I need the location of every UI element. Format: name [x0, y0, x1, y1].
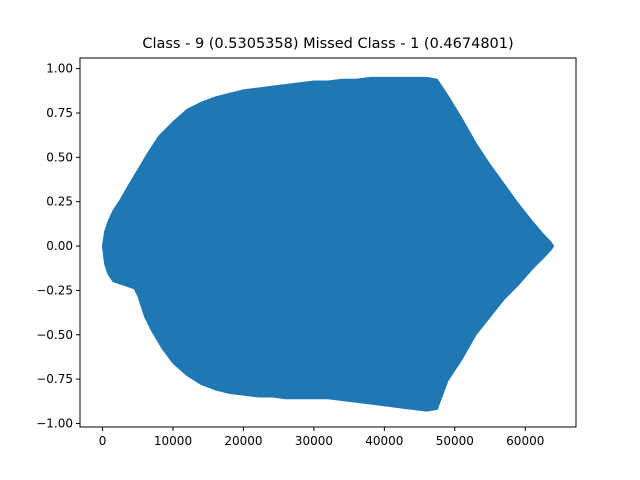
x-tick-label: 50000 — [436, 434, 474, 448]
x-tick-label: 40000 — [365, 434, 403, 448]
y-tick-label: 0.75 — [46, 106, 73, 120]
waveform-series-0 — [101, 76, 555, 412]
axes-frame — [79, 57, 577, 428]
x-tick-label: 10000 — [154, 434, 192, 448]
y-tick-label: −1.00 — [36, 416, 73, 430]
axes: 0 10000 20000 30000 40000 50000 60000 1.00 0.75 0… — [36, 57, 577, 448]
x-tick-label: 30000 — [295, 434, 333, 448]
y-tick-label: −0.50 — [36, 328, 73, 342]
y-tick-label: 0.25 — [46, 195, 73, 209]
x-tick-label: 0 — [99, 434, 107, 448]
y-tick-label: 0.00 — [46, 239, 73, 253]
y-tick-label: −0.25 — [36, 283, 73, 297]
y-tick-label: 1.00 — [46, 62, 73, 76]
y-tick-label: −0.75 — [36, 372, 73, 386]
y-tick-label: 0.50 — [46, 150, 73, 164]
plot-area — [101, 76, 555, 412]
chart-title: Class - 9 (0.5305358) Missed Class - 1 (… — [142, 36, 513, 52]
x-tick-label: 20000 — [224, 434, 262, 448]
x-tick-label: 60000 — [506, 434, 544, 448]
